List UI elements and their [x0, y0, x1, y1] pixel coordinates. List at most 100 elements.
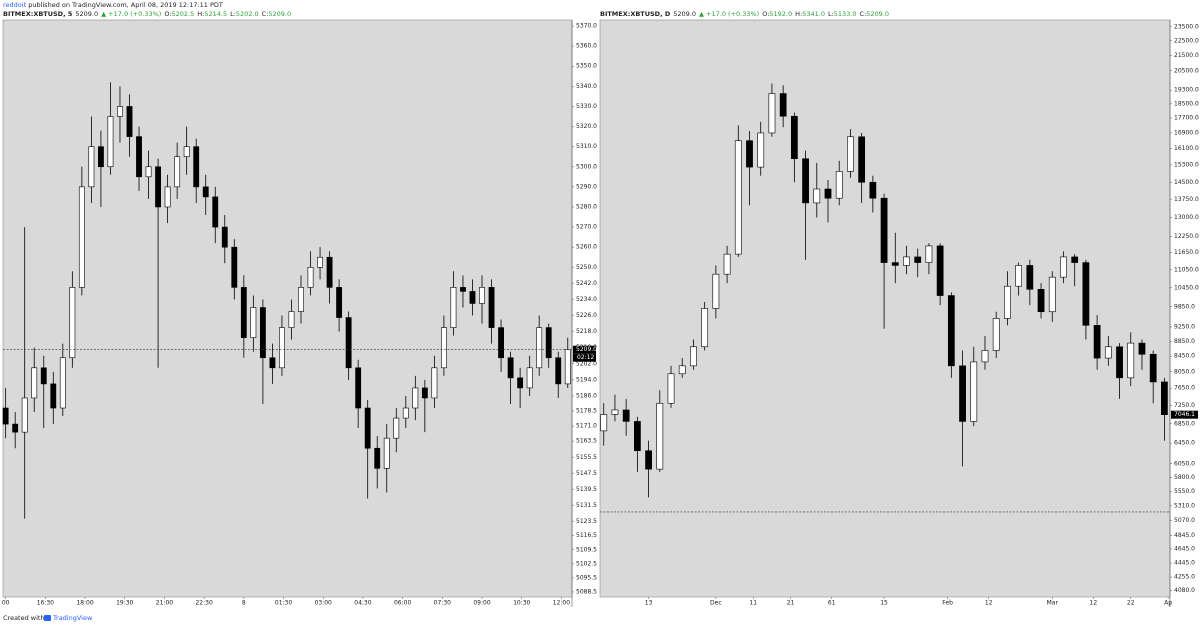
x-tick-label: Mar — [1047, 600, 1059, 607]
publish-info: published on TradingView.com, April 08, … — [28, 1, 223, 9]
y-tick-label: 5194.0 — [576, 376, 597, 383]
candle-body — [136, 136, 142, 178]
candle-body — [1037, 288, 1045, 313]
candle-body — [412, 387, 419, 409]
author-link[interactable]: reddoit — [3, 1, 27, 9]
candle-body — [880, 197, 888, 263]
x-tick-label: 01:30 — [275, 600, 292, 607]
x-tick-label: 07:30 — [434, 600, 451, 607]
y-tick-label: 20500.0 — [1174, 67, 1199, 74]
ohlc-value: 5341.0 — [802, 10, 825, 18]
candle-body — [21, 397, 28, 433]
y-tick-label: 6850.0 — [1174, 420, 1195, 427]
candle-body — [440, 327, 447, 369]
y-tick-label: 5163.5 — [576, 438, 597, 445]
x-tick-label: 12:00 — [553, 600, 570, 607]
price-tag-label: 5209.0 — [576, 346, 597, 353]
y-tick-label: 5360.0 — [576, 43, 597, 50]
y-tick-label: 5155.5 — [576, 454, 597, 461]
y-tick-label: 15300.0 — [1174, 161, 1199, 168]
y-tick-label: 5131.5 — [576, 502, 597, 509]
candle-body — [31, 367, 38, 399]
candle-body — [779, 93, 787, 117]
y-tick-label: 21500.0 — [1174, 52, 1199, 59]
y-tick-label: 5123.5 — [576, 518, 597, 525]
candle-body — [50, 383, 57, 409]
ohlc-key: O: — [762, 10, 769, 18]
candle-body — [701, 308, 709, 348]
ohlc-value: 5214.5 — [204, 10, 227, 18]
y-tick-label: 17700.0 — [1174, 115, 1199, 122]
ohlc-value: 5209.0 — [866, 10, 889, 18]
brand: TradingView — [52, 614, 93, 622]
candle-body — [746, 140, 753, 168]
candle-body — [212, 196, 219, 228]
candle-body — [174, 156, 181, 188]
x-tick-label: 03:00 — [315, 600, 332, 607]
y-tick-label: 5250.0 — [576, 264, 597, 271]
y-tick-label: 8450.0 — [1174, 353, 1195, 360]
y-tick-label: 13750.0 — [1174, 196, 1199, 203]
candle-body — [813, 188, 821, 204]
candle-body — [656, 402, 664, 470]
countdown-tag — [573, 353, 596, 362]
candle-body — [279, 327, 285, 369]
x-tick-label: 22:30 — [195, 600, 212, 607]
y-tick-label: 5147.5 — [576, 470, 597, 477]
candle-body — [421, 387, 428, 399]
candle-body — [1060, 256, 1067, 278]
candle-body — [317, 256, 323, 268]
candle-body — [1015, 265, 1023, 287]
candle-body — [645, 450, 652, 470]
header: reddoit published on TradingView.com, Ap… — [3, 1, 223, 9]
y-tick-label: 5310.0 — [1174, 502, 1195, 509]
y-tick-label: 7250.0 — [1174, 402, 1195, 409]
candle-body — [164, 186, 171, 208]
candle-body — [536, 327, 543, 369]
y-tick-label: 5260.0 — [576, 244, 597, 251]
last-close-tag — [1171, 410, 1198, 419]
candle-body — [345, 317, 352, 369]
candle-body — [633, 421, 641, 452]
y-tick-label: 6450.0 — [1174, 440, 1195, 447]
candle-body — [1138, 342, 1146, 355]
candle-body — [193, 146, 200, 188]
ohlc-key: C: — [262, 10, 269, 18]
candle-body — [925, 245, 933, 263]
candle-body — [507, 357, 514, 379]
candle-body — [981, 350, 989, 363]
y-tick-label: 5226.0 — [576, 312, 597, 319]
y-tick-label: 5116.5 — [576, 532, 597, 539]
candle-body — [460, 287, 466, 292]
candle-body — [479, 287, 485, 304]
candle-body — [12, 423, 19, 433]
candle-body — [667, 373, 675, 404]
candle-body — [107, 116, 114, 168]
y-tick-label: 5171.0 — [576, 423, 597, 430]
y-tick-label: 5186.0 — [576, 392, 597, 399]
y-tick-label: 9850.0 — [1174, 303, 1195, 310]
tradingview-logo[interactable]: TradingView — [44, 614, 93, 622]
y-tick-label: 12250.0 — [1174, 233, 1199, 240]
y-tick-label: 8050.0 — [1174, 368, 1195, 375]
x-tick-label: 11 — [749, 600, 757, 607]
candle-body — [1116, 346, 1123, 379]
candle-body — [288, 311, 295, 328]
ohlc-value: 5202.5 — [172, 10, 195, 18]
candle-body — [611, 409, 619, 415]
x-tick-label: 10:30 — [513, 600, 530, 607]
x-tick-label: Ap — [1164, 600, 1172, 607]
y-tick-label: 5270.0 — [576, 224, 597, 231]
candle-body — [1026, 265, 1034, 290]
candle-body — [488, 287, 495, 328]
last-price: 5209.0 — [75, 10, 98, 18]
candle-body — [970, 361, 978, 422]
candle-body — [355, 367, 362, 409]
ohlc-key: L: — [828, 10, 834, 18]
x-tick-label: 21:00 — [156, 600, 173, 607]
candle-body — [240, 287, 247, 338]
candle-body — [145, 166, 152, 178]
x-tick-label: 12 — [985, 600, 993, 607]
candle-body — [526, 367, 533, 389]
